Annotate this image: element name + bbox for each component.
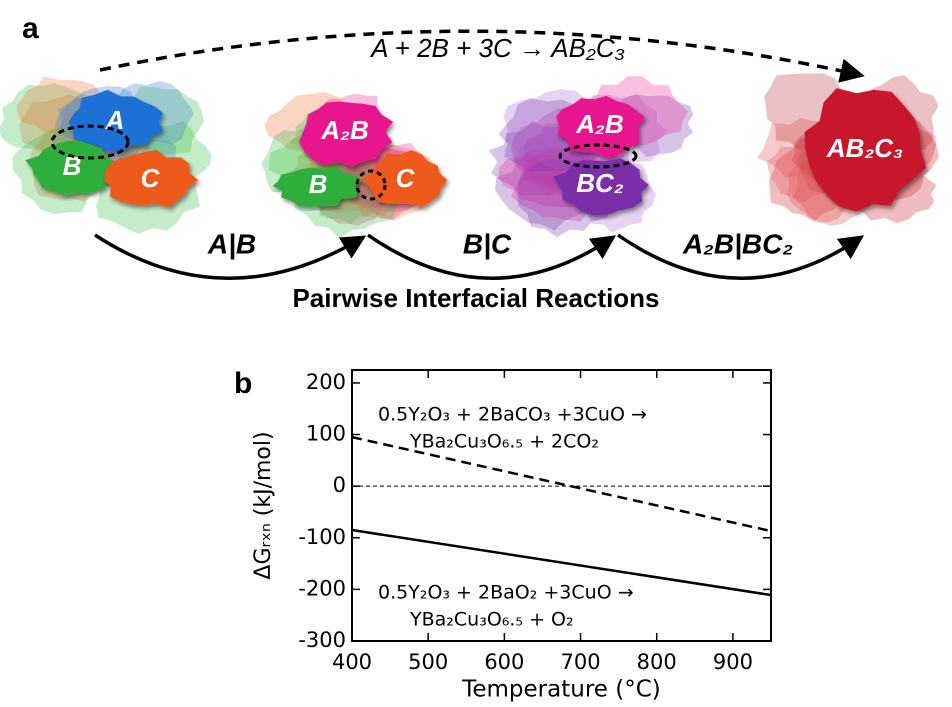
blob: [298, 101, 393, 168]
blob-label: B: [309, 169, 328, 199]
y-tick-label: 200: [306, 370, 346, 394]
blob: [553, 158, 649, 216]
blob: [104, 149, 199, 208]
blob-label: BC₂: [576, 168, 624, 198]
data-line: [351, 528, 772, 597]
annotation: 0.5Y₂O₃ + 2BaO₂ +3CuO →: [378, 582, 634, 604]
overall-arrow: [99, 29, 865, 83]
chart: b 400 500 600 700 800 900 -300 -200 -100 0 100 200 0.…: [234, 367, 772, 703]
blob: [804, 88, 927, 212]
x-tick-label: 600: [484, 650, 524, 674]
y-tick-label: 0: [333, 473, 346, 497]
blob: [25, 140, 117, 196]
reaction-label: A₂B|BC₂: [682, 228, 793, 259]
interface-mark: [50, 124, 130, 160]
annotation: YBa₂Cu₃O₆.₅ + 2CO₂: [409, 431, 599, 453]
blob-label: B: [63, 151, 82, 181]
annotation: 0.5Y₂O₃ + 2BaCO₃ +3CuO →: [378, 404, 647, 426]
blob-label: AB₂C₃: [826, 133, 903, 163]
x-tick-label: 500: [408, 650, 448, 674]
y-tick-label: -100: [298, 525, 346, 549]
interface-mark: [558, 143, 638, 169]
reaction-label: A|B: [207, 228, 256, 259]
blob-label: A: [105, 105, 125, 135]
blob: [361, 150, 448, 207]
blob-label: C: [141, 163, 161, 193]
interface-mark: [355, 169, 387, 201]
data-line: [351, 435, 772, 533]
x-tick-label: 800: [637, 650, 677, 674]
blob: [68, 89, 164, 152]
reaction-label: B|C: [463, 228, 512, 259]
blob: [272, 167, 363, 207]
annotation: YBa₂Cu₃O₆.₅ + O₂: [409, 609, 574, 631]
equation: A + 2B + 3C → AB₂C₃: [369, 33, 625, 63]
x-tick-label: 700: [560, 650, 600, 674]
x-axis-label: Temperature (°C): [461, 677, 661, 703]
panel-label: a: [22, 12, 39, 45]
reaction-arrow: [367, 233, 617, 280]
y-tick-label: -200: [298, 576, 346, 600]
caption: Pairwise Interfacial Reactions: [292, 283, 659, 313]
plot-frame: [351, 369, 772, 642]
x-tick-label: 400: [332, 650, 372, 674]
reaction-arrow: [94, 233, 367, 280]
reaction-arrow: [617, 233, 865, 280]
y-axis-label: ΔGᵣₓₙ (kJ/mol): [251, 431, 276, 579]
y-tick-label: -300: [298, 628, 346, 652]
blob: [556, 95, 645, 158]
panel-label: b: [234, 367, 252, 400]
x-tick-label: 900: [713, 650, 753, 674]
blob-label: A₂B: [320, 115, 368, 145]
blob-label: A₂B: [575, 109, 623, 139]
y-tick-label: 100: [306, 422, 346, 446]
blob-label: C: [396, 163, 416, 193]
